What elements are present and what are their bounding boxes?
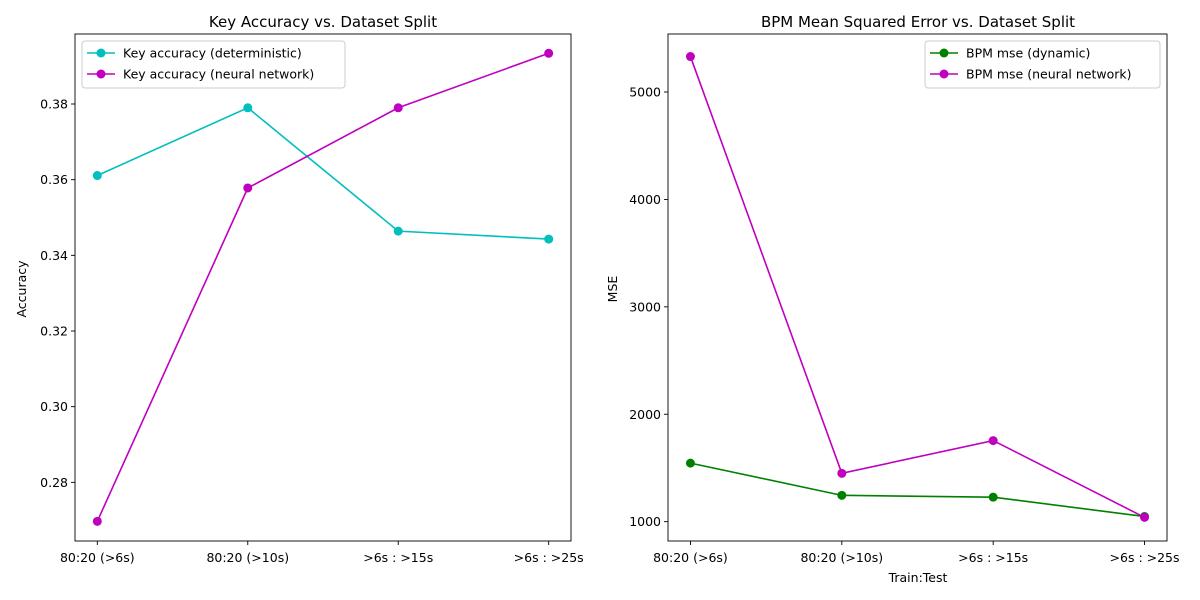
x-tick-label: 80:20 (>10s) [800, 550, 883, 565]
x-tick-label: 80:20 (>10s) [206, 550, 289, 565]
series-line [96, 106, 549, 240]
legend-label: BPM mse (dynamic) [966, 46, 1090, 61]
data-point [243, 103, 253, 113]
data-point [92, 171, 102, 181]
legend-box [81, 40, 346, 89]
y-tick-label: 0.34 [40, 248, 68, 263]
data-point [243, 183, 253, 193]
legend-box [924, 40, 1161, 89]
chart-key-accuracy: Key Accuracy vs. Dataset Split Accuracy … [14, 13, 584, 565]
data-point [544, 234, 554, 244]
y-axis-label: Accuracy [14, 260, 29, 318]
data-point [92, 516, 102, 526]
y-tick-label: 0.36 [40, 172, 68, 187]
x-tick-label: >6s : >25s [514, 550, 584, 565]
chart-title: Key Accuracy vs. Dataset Split [209, 13, 437, 31]
legend-marker [96, 48, 106, 58]
data-point [837, 468, 847, 478]
y-tick-label: 3000 [629, 299, 661, 314]
y-tick-label: 4000 [629, 192, 661, 207]
y-tick-label: 0.32 [40, 324, 68, 339]
chart-title: BPM Mean Squared Error vs. Dataset Split [761, 13, 1075, 31]
series-line [96, 52, 549, 522]
plot-area-frame [74, 33, 572, 542]
x-tick-label: >6s : >15s [958, 550, 1028, 565]
data-point [988, 492, 998, 502]
legend-marker [939, 69, 949, 79]
legend-label: Key accuracy (neural network) [123, 67, 314, 82]
x-tick-label: >6s : >25s [1110, 550, 1180, 565]
x-tick-label: >6s : >15s [363, 550, 433, 565]
y-tick-label: 5000 [629, 85, 661, 100]
data-point [685, 52, 695, 62]
x-tick-label: 80:20 (>6s) [60, 550, 135, 565]
data-point [988, 436, 998, 446]
x-axis-label: Train:Test [888, 570, 948, 585]
legend-label: BPM mse (neural network) [966, 67, 1132, 82]
series-line [690, 462, 1145, 518]
y-tick-label: 0.38 [40, 96, 68, 111]
data-point [393, 103, 403, 113]
legend-marker [96, 69, 106, 79]
legend-marker [939, 48, 949, 58]
data-point [837, 490, 847, 500]
plot-area-frame [667, 33, 1168, 542]
chart-bpm-mse: BPM Mean Squared Error vs. Dataset Split… [605, 13, 1180, 585]
y-tick-label: 2000 [629, 407, 661, 422]
data-point [685, 458, 695, 468]
data-point [1140, 512, 1150, 522]
series-line [689, 56, 1145, 519]
y-tick-label: 0.30 [40, 399, 68, 414]
data-point [544, 48, 554, 58]
legend-label: Key accuracy (deterministic) [123, 46, 302, 61]
y-tick-label: 1000 [629, 514, 661, 529]
data-point [393, 226, 403, 236]
x-tick-label: 80:20 (>6s) [653, 550, 728, 565]
y-tick-label: 0.28 [40, 475, 68, 490]
y-axis-label: MSE [605, 276, 620, 303]
